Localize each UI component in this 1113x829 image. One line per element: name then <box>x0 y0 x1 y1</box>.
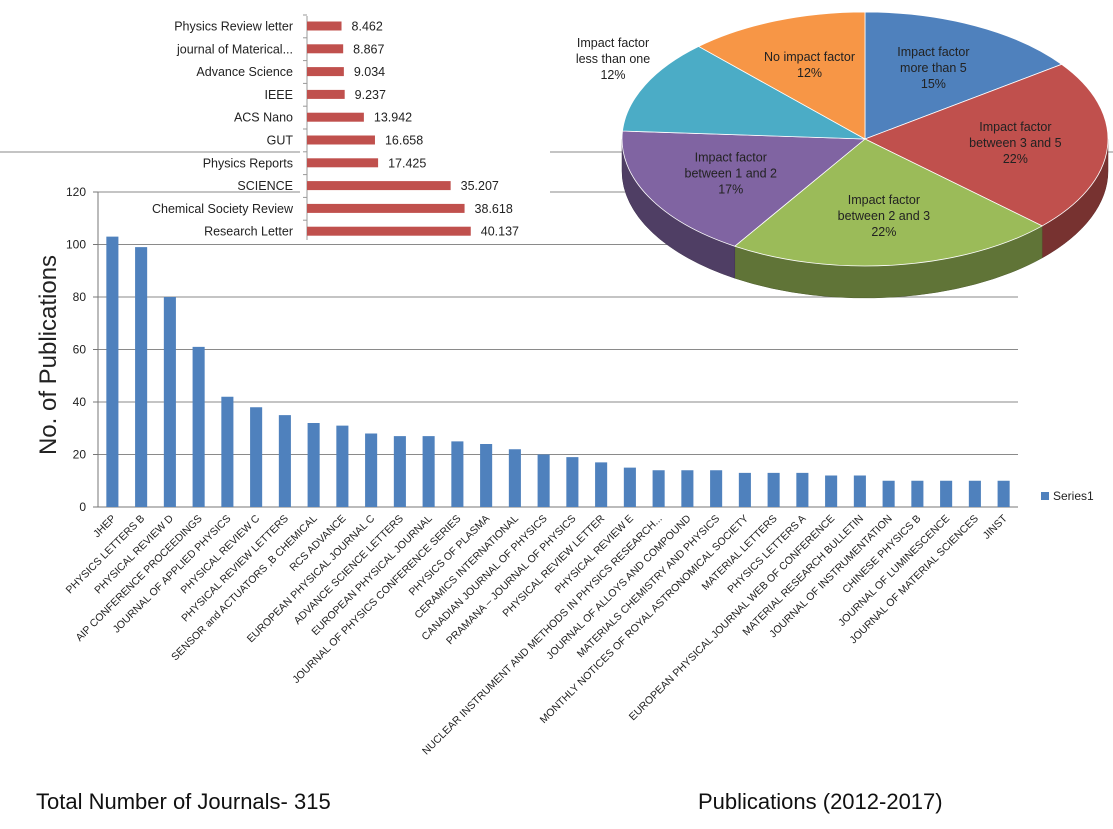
impact-category-label: Physics Reports <box>203 156 293 170</box>
pie-labels: Impact factor more than 5 15%Impact factor… <box>576 36 1062 239</box>
impact-value-label: 40.137 <box>481 225 519 239</box>
caption-total-journals: Total Number of Journals- 315 <box>36 789 331 814</box>
bar <box>163 297 176 507</box>
bar <box>365 433 378 507</box>
pie-slice <box>863 63 1109 227</box>
impact-bar <box>307 89 345 99</box>
pie-slice <box>864 11 1063 140</box>
bar <box>710 470 723 507</box>
y-axis-title: No. of Publications <box>35 255 62 455</box>
y-tick-label: 20 <box>73 448 87 462</box>
impact-category-label: Research Letter <box>204 225 293 239</box>
bars <box>106 236 1010 507</box>
bar <box>940 480 953 507</box>
impact-bar <box>307 21 342 31</box>
bar <box>537 454 550 507</box>
bar <box>135 247 148 507</box>
impact-value-label: 9.237 <box>355 88 386 102</box>
bar <box>336 425 349 507</box>
impact-value-label: 8.462 <box>352 20 383 34</box>
y-tick-label: 60 <box>73 343 87 357</box>
impact-value-label: 8.867 <box>353 42 384 56</box>
bar <box>451 441 464 507</box>
bar <box>422 436 435 507</box>
impact-bar <box>307 158 379 168</box>
pie-label: Impact factor between 3 and 5 22% <box>969 120 1061 166</box>
bar <box>882 480 895 507</box>
impact-category-label: Advance Science <box>196 65 293 79</box>
bar <box>393 436 406 507</box>
pie-label: Impact factor less than one 12% <box>576 36 650 82</box>
impact-value-label: 13.942 <box>374 111 412 125</box>
caption-publications-period: Publications (2012-2017) <box>698 789 943 814</box>
impact-value-label: 35.207 <box>461 179 499 193</box>
y-tick-label: 100 <box>66 238 86 252</box>
pie-slice <box>733 138 1044 267</box>
impact-category-label: Chemical Society Review <box>152 202 294 216</box>
bar <box>307 423 320 507</box>
bar <box>652 470 665 507</box>
impact-category-label: ACS Nano <box>234 111 293 125</box>
impact-bar <box>307 226 471 236</box>
y-tick-label: 120 <box>66 185 86 199</box>
impact-category-label: Physics Review letter <box>174 20 293 34</box>
bar <box>595 462 608 507</box>
impact-category-label: journal of Materical... <box>176 42 293 56</box>
pie-slice <box>622 45 866 140</box>
bar <box>681 470 694 507</box>
pie-label: Impact factor between 1 and 2 17% <box>685 151 777 197</box>
bar <box>767 472 780 507</box>
legend: Series1 <box>1041 489 1094 503</box>
impact-value-label: 9.034 <box>354 65 385 79</box>
pie-label: No impact factor 12% <box>764 50 855 80</box>
impact-bar <box>307 67 344 77</box>
pie-label: Impact factor between 2 and 3 22% <box>838 193 930 239</box>
bar <box>508 449 521 507</box>
bar <box>480 444 493 507</box>
bar <box>623 467 636 507</box>
impact-bar <box>307 135 375 145</box>
impact-bar <box>307 181 451 191</box>
y-tick-label: 0 <box>79 500 86 514</box>
bar <box>911 480 924 507</box>
impact-value-label: 16.658 <box>385 134 423 148</box>
bar <box>853 475 866 507</box>
pie-label: Impact factor more than 5 15% <box>897 45 969 91</box>
bar <box>221 396 234 507</box>
legend-swatch <box>1041 492 1049 500</box>
impact-bar <box>307 44 344 54</box>
bar <box>738 472 751 507</box>
impact-category-label: SCIENCE <box>237 179 293 193</box>
impact-value-label: 17.425 <box>388 156 426 170</box>
bar <box>278 415 291 507</box>
y-tick-label: 40 <box>73 395 87 409</box>
impact-value-label: 38.618 <box>475 202 513 216</box>
pie-slice <box>621 130 867 247</box>
pie-slices <box>621 11 1109 267</box>
bar <box>106 236 119 507</box>
bar <box>997 480 1010 507</box>
impact-bar <box>307 112 364 122</box>
bar <box>825 475 838 507</box>
impact-bar <box>307 203 465 213</box>
y-tick-label: 80 <box>73 290 87 304</box>
pie-slice <box>697 11 866 140</box>
legend-label: Series1 <box>1053 489 1094 503</box>
impact-category-label: GUT <box>267 134 294 148</box>
bar <box>968 480 981 507</box>
bar <box>566 457 579 507</box>
impact-category-label: IEEE <box>265 88 294 102</box>
bar <box>250 407 263 507</box>
bar <box>796 472 809 507</box>
bar <box>192 346 205 507</box>
